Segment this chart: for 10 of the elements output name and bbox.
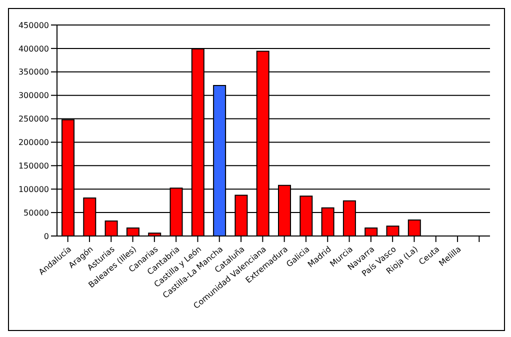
y-tick-label: 50000 — [24, 208, 49, 218]
y-tick-label: 200000 — [18, 138, 49, 148]
y-tick-label: 150000 — [18, 162, 49, 171]
y-tick-label: 250000 — [18, 114, 49, 124]
y-tick-label: 0 — [44, 232, 49, 241]
y-tick-label: 100000 — [18, 184, 49, 194]
y-tick-label: 450000 — [18, 20, 49, 30]
y-tick-label: 300000 — [18, 91, 49, 100]
y-tick-label: 400000 — [18, 44, 49, 54]
y-tick-label: 350000 — [18, 68, 49, 77]
